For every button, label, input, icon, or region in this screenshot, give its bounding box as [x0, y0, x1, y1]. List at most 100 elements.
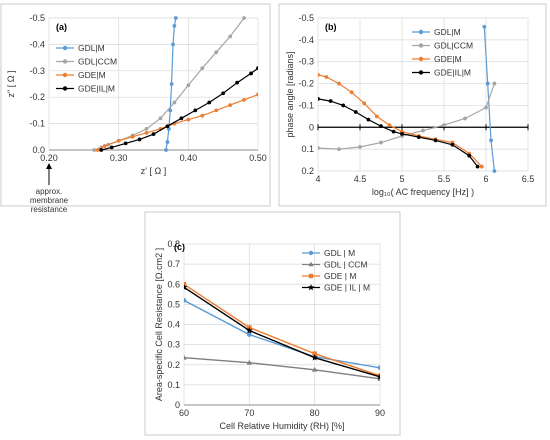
legend-label-gde-il-m: GDE|IL|M: [434, 68, 471, 78]
data-point-gdl-ccm: [214, 50, 219, 55]
data-point-gde-m: [214, 108, 219, 113]
data-point-gde-m: [130, 134, 135, 139]
series-line-gdl-m: [165, 17, 177, 151]
x-tick-label: 60: [179, 408, 189, 418]
annotation-text: membrane: [30, 196, 69, 205]
data-point-gdl-ccm: [463, 116, 467, 121]
data-point-gde-m: [102, 144, 107, 148]
y-tick-label: -0.2: [29, 92, 45, 102]
data-point-gdl-m: [172, 24, 177, 28]
legend-label-gdl-ccm: GDL|CCM: [78, 57, 117, 67]
panel-label: (c): [174, 242, 185, 252]
data-point-gde-il-m: [475, 164, 480, 169]
data-point-gdl-ccm: [184, 354, 187, 360]
y-tick-label: -0.4: [29, 39, 45, 49]
data-point-gde-il-m: [433, 138, 438, 143]
data-point-gde-il-m: [256, 66, 258, 71]
data-point-gde-m: [349, 90, 354, 95]
x-axis-title: Cell Relative Humidity (RH) [%]: [219, 421, 344, 431]
data-point-gdl-ccm: [144, 126, 149, 131]
panel-label: (b): [325, 22, 337, 32]
y-tick-label: 0.8: [167, 239, 180, 249]
x-tick-label: 0.50: [249, 153, 267, 163]
annotation-arrow-head: [46, 163, 52, 169]
data-point-gdl-m: [164, 148, 168, 152]
y-tick-label: 0.5: [167, 299, 180, 309]
y-tick-label: -0.5: [298, 13, 314, 23]
data-point-gde-il-m: [353, 110, 358, 114]
legend-swatch-marker-gde-il-m: [62, 86, 68, 91]
data-point-gdl-ccm: [186, 83, 191, 88]
data-point-gdl-m: [247, 332, 252, 337]
data-point-gdl-ccm: [337, 147, 341, 152]
x-tick-label: 90: [375, 408, 385, 418]
legend-swatch-marker-gdl-ccm: [308, 261, 314, 267]
data-point-gdl-m: [377, 365, 380, 371]
legend-label-gde-m: GDE|M: [78, 70, 106, 80]
data-point-gde-il-m: [376, 373, 380, 380]
x-tick-label: 4: [315, 174, 320, 184]
data-point-gdl-m: [482, 24, 487, 29]
data-point-gde-il-m: [184, 283, 188, 291]
series-line-gdl-m: [184, 299, 380, 369]
data-point-gdl-m: [184, 298, 187, 303]
data-point-gde-m: [116, 138, 121, 143]
panel-frame: [0, 3, 271, 207]
data-point-gde-il-m: [400, 131, 404, 136]
series-layer: [92, 16, 258, 152]
data-point-gdl-ccm: [242, 16, 246, 20]
data-point-gde-m: [144, 130, 149, 135]
y-tick-label: 0.2: [301, 166, 314, 176]
data-point-gde-il-m: [137, 137, 142, 142]
data-point-gde-m: [184, 281, 187, 287]
data-point-gde-m: [324, 75, 329, 79]
data-point-gdl-ccm: [311, 366, 318, 372]
legend-swatch-marker-gdl-ccm: [418, 43, 424, 48]
legend-swatch-marker-gdl-m: [62, 45, 68, 51]
x-tick-label: 5.5: [438, 174, 451, 184]
data-point-gde-m: [374, 114, 379, 119]
y-tick-label: 0.4: [167, 320, 180, 330]
data-point-gde-m: [479, 164, 484, 169]
series-line-gde-m: [184, 283, 380, 377]
panel-label: (a): [56, 22, 67, 32]
y-tick-label: -0.3: [298, 57, 314, 67]
y-tick-label: -0.3: [29, 66, 45, 76]
data-point-gdl-m: [165, 140, 170, 144]
data-point-gdl-ccm: [421, 128, 425, 133]
series-line-gde-il-m: [101, 67, 258, 151]
data-point-gde-m: [200, 113, 205, 118]
series-layer: [184, 281, 380, 381]
data-point-gde-m: [312, 351, 317, 356]
data-point-gde-m: [95, 148, 100, 152]
data-point-gde-m: [228, 103, 233, 108]
data-point-gde-m: [362, 101, 367, 106]
data-point-gdl-m: [169, 82, 174, 86]
data-point-gdl-ccm: [246, 359, 253, 365]
legend: GDL|M GDL|CCM GDE|M GDE|IL|M: [412, 27, 473, 78]
x-tick-label: 0.30: [110, 153, 128, 163]
data-point-gdl-m: [171, 42, 175, 47]
data-point-gdl-ccm: [442, 123, 446, 127]
data-point-gdl-ccm: [358, 145, 362, 149]
x-tick-label: 5: [399, 174, 404, 184]
y-tick-label: 0.2: [167, 360, 180, 370]
data-point-gde-il-m: [165, 124, 170, 129]
legend-swatch-marker-gdl-m: [418, 29, 424, 35]
data-point-gdl-m: [485, 81, 490, 86]
legend-label-gdl-m: GDL|M: [434, 27, 461, 37]
y-tick-label: 0.0: [32, 145, 45, 155]
data-point-gde-il-m: [366, 117, 371, 122]
x-tick-label: 0.40: [180, 153, 198, 163]
data-point-gde-il-m: [151, 132, 156, 137]
data-point-gde-il-m: [391, 129, 396, 134]
data-point-gdl-ccm: [172, 100, 177, 105]
x-tick-label: 70: [244, 408, 254, 418]
annotation-text: approx.: [36, 187, 63, 196]
data-point-gde-m: [256, 92, 258, 97]
series-layer: [318, 24, 497, 173]
legend-swatch-marker-gde-il-m: [418, 70, 424, 75]
data-point-gde-il-m: [99, 148, 104, 152]
